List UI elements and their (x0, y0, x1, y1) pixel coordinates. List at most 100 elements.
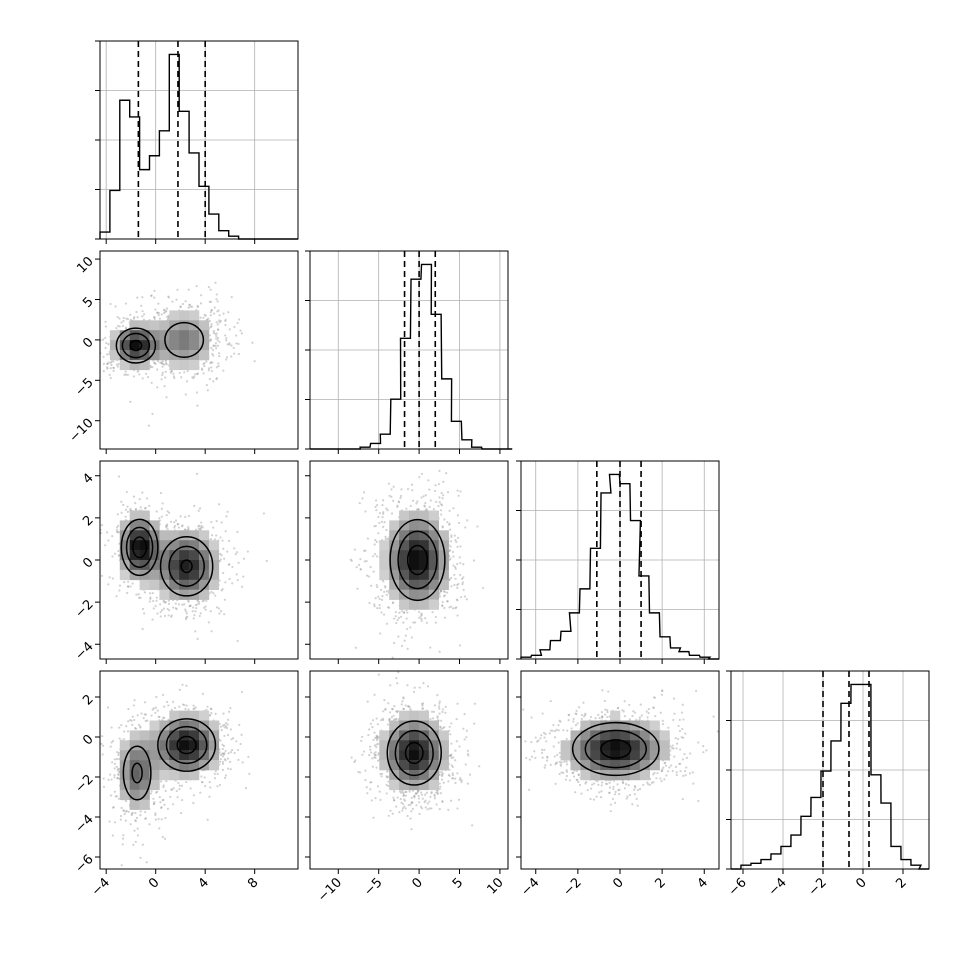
scatter-point (200, 294, 202, 296)
scatter-point (131, 720, 133, 722)
scatter-point (156, 613, 158, 615)
scatter-point (236, 551, 238, 553)
scatter-point (422, 495, 424, 497)
scatter-point (143, 313, 145, 315)
scatter-point (218, 365, 220, 367)
scatter-point (405, 508, 407, 510)
scatter-point (405, 795, 407, 797)
scatter-point (187, 708, 189, 710)
scatter-point (210, 366, 212, 368)
scatter-point (140, 506, 142, 508)
density-cell (209, 760, 219, 770)
scatter-point (159, 603, 161, 605)
scatter-point (373, 525, 375, 527)
scatter-point (203, 362, 205, 364)
scatter-point (228, 578, 230, 580)
scatter-point (237, 579, 239, 581)
scatter-point (216, 293, 218, 295)
scatter-point (240, 734, 242, 736)
scatter-point (107, 539, 109, 541)
scatter-point (424, 502, 426, 504)
scatter-point (231, 296, 233, 298)
scatter-point (161, 366, 163, 368)
scatter-point (152, 600, 154, 602)
scatter-point (199, 507, 201, 509)
scatter-point (171, 614, 173, 616)
scatter-point (431, 611, 433, 613)
scatter-point (438, 470, 440, 472)
scatter-point (165, 371, 167, 373)
scatter-point (111, 761, 113, 763)
scatter-point (117, 325, 119, 327)
scatter-point (377, 596, 379, 598)
scatter-point (199, 615, 201, 617)
density-cell (179, 320, 189, 330)
scatter-point (459, 490, 461, 492)
scatter-point (225, 774, 227, 776)
scatter-point (393, 486, 395, 488)
scatter-point (459, 644, 461, 646)
scatter-point (109, 773, 111, 775)
scatter-point (184, 516, 186, 518)
scatter-point (376, 555, 378, 557)
scatter-point (185, 685, 187, 687)
density-cell (130, 750, 140, 760)
scatter-point (441, 604, 443, 606)
scatter-point (427, 479, 429, 481)
scatter-point (385, 507, 387, 509)
scatter-point (164, 838, 166, 840)
scatter-point (114, 763, 116, 765)
scatter-point (128, 811, 130, 813)
scatter-point (405, 704, 407, 706)
scatter-point (224, 581, 226, 583)
scatter-point (116, 769, 118, 771)
scatter-point (166, 514, 168, 516)
scatter-point (388, 815, 390, 817)
scatter-point (225, 750, 227, 752)
density-cell (389, 520, 399, 530)
scatter-point (183, 371, 185, 373)
scatter-point (374, 553, 376, 555)
scatter-point (225, 319, 227, 321)
density-cell (130, 540, 140, 550)
scatter-point (186, 380, 188, 382)
scatter-point (466, 519, 468, 521)
density-cell (130, 730, 140, 740)
scatter-point (210, 314, 212, 316)
scatter-point (156, 510, 158, 512)
scatter-point (149, 600, 151, 602)
scatter-point (185, 617, 187, 619)
scatter-point (170, 370, 172, 372)
scatter-point (208, 369, 210, 371)
scatter-point (194, 630, 196, 632)
scatter-point (162, 799, 164, 801)
scatter-point (165, 790, 167, 792)
x-tick-label: 2 (893, 875, 909, 891)
scatter-point (395, 615, 397, 617)
scatter-point (238, 724, 240, 726)
scatter-point (111, 778, 113, 780)
scatter-point (222, 313, 224, 315)
scatter-point (171, 301, 173, 303)
scatter-point (132, 844, 134, 846)
scatter-point (421, 473, 423, 475)
scatter-point (363, 750, 365, 752)
scatter-point (241, 332, 243, 334)
scatter-point (444, 617, 446, 619)
scatter-point (435, 501, 437, 503)
scatter-point (215, 770, 217, 772)
density-cell (179, 721, 189, 731)
scatter-point (415, 502, 417, 504)
scatter-point (373, 603, 375, 605)
scatter-point (189, 605, 191, 607)
scatter-point (126, 592, 128, 594)
scatter-point (418, 797, 420, 799)
scatter-point (112, 360, 114, 362)
scatter-point (440, 509, 442, 511)
scatter-point (376, 586, 378, 588)
scatter-point (223, 745, 225, 747)
scatter-point (446, 592, 448, 594)
scatter-point (450, 545, 452, 547)
scatter-point (386, 594, 388, 596)
scatter-point (224, 324, 226, 326)
